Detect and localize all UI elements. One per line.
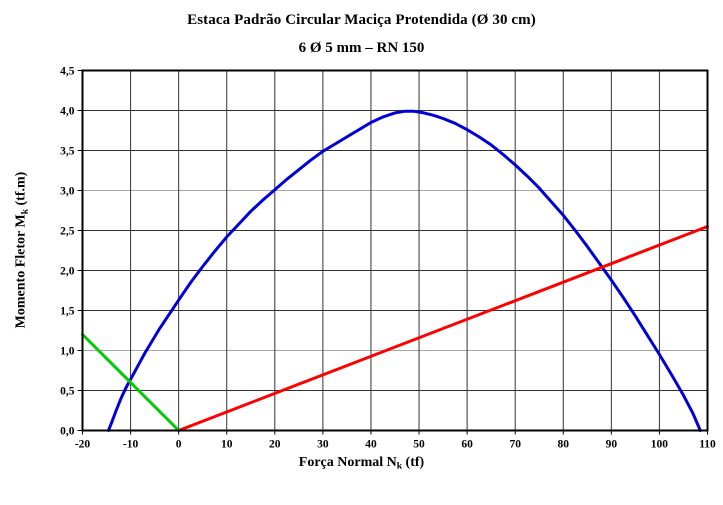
x-tick-label: -10 <box>123 439 139 451</box>
y-tick-label: 0,0 <box>60 426 75 438</box>
grid-minor-lines <box>82 190 708 351</box>
x-tick-labels: -20 -10 0 10 20 30 40 50 60 70 80 90 100 110 <box>75 439 716 451</box>
axis-ticks <box>77 70 708 435</box>
grid-major-lines <box>82 70 708 431</box>
x-tick-label: 100 <box>651 439 669 451</box>
y-tick-label: 3,5 <box>60 146 75 158</box>
y-axis-title-text: Momento Fletor M <box>13 214 29 329</box>
y-axis-title: Momento Fletor Mk (tf.m) <box>14 172 31 329</box>
x-tick-label: 80 <box>558 439 570 451</box>
x-tick-label: 20 <box>269 439 281 451</box>
x-tick-label: 50 <box>413 439 425 451</box>
y-tick-label: 4,0 <box>60 106 75 118</box>
title-block: Estaca Padrão Circular Maciça Protendida… <box>0 10 723 58</box>
x-tick-label: 60 <box>461 439 473 451</box>
y-axis-title-subscript: k <box>20 208 31 215</box>
series-lines <box>81 109 709 432</box>
y-tick-label: 3,0 <box>60 186 75 198</box>
x-tick-label: 0 <box>176 439 182 451</box>
chart-title: Estaca Padrão Circular Maciça Protendida… <box>187 12 536 28</box>
y-axis-title-unit: (tf.m) <box>13 171 29 209</box>
x-axis-title-text: Força Normal N <box>298 455 397 470</box>
y-tick-label: 1,5 <box>60 306 75 318</box>
x-tick-label: -20 <box>75 439 91 451</box>
plot-border <box>81 69 709 432</box>
x-tick-label: 90 <box>606 439 618 451</box>
y-tick-label: 4,5 <box>60 66 75 78</box>
chart-subtitle: 6 Ø 5 mm – RN 150 <box>298 40 425 56</box>
x-axis-title-unit: (tf) <box>402 455 425 470</box>
y-tick-label: 1,0 <box>60 346 75 358</box>
series-path-0 <box>106 109 702 432</box>
x-tick-label: 70 <box>509 439 521 451</box>
y-tick-label: 2,5 <box>60 226 75 238</box>
y-tick-label: 0,5 <box>60 386 75 398</box>
x-tick-label: 30 <box>317 439 329 451</box>
series-path-1 <box>177 225 709 432</box>
x-tick-label: 110 <box>699 439 716 451</box>
y-tick-label: 2,0 <box>60 266 75 278</box>
y-axis-title-wrap: Momento Fletor Mk (tf.m) <box>8 70 36 430</box>
x-tick-label: 40 <box>365 439 377 451</box>
x-tick-label: 10 <box>221 439 233 451</box>
y-tick-labels: 0,0 0,5 1,0 1,5 2,0 2,5 3,0 3,5 4,0 4,5 <box>60 66 75 438</box>
x-axis-title: Força Normal Nk (tf) <box>0 455 723 472</box>
series-path-2 <box>81 333 181 432</box>
x-axis-title-subscript: k <box>396 461 403 472</box>
plot-frame <box>81 69 709 432</box>
